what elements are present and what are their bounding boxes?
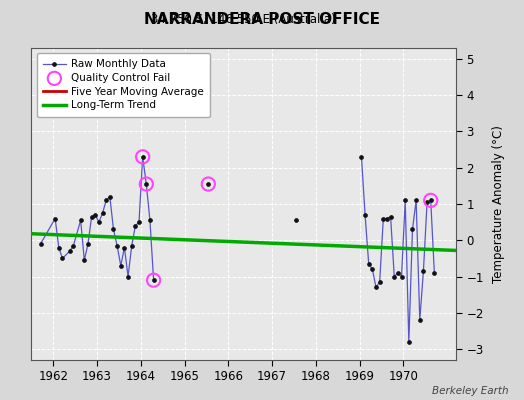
Raw Monthly Data — [92, 212, 99, 217]
Raw Monthly Data — [150, 278, 157, 282]
Raw Monthly Data — [85, 242, 91, 246]
Raw Monthly Data — [125, 274, 131, 279]
Raw Monthly Data — [132, 223, 138, 228]
Raw Monthly Data — [37, 242, 43, 246]
Raw Monthly Data — [147, 218, 153, 223]
Raw Monthly Data — [128, 243, 135, 248]
Raw Monthly Data — [100, 211, 106, 216]
Quality Control Fail — [427, 197, 435, 204]
Raw Monthly Data — [89, 214, 95, 219]
Raw Monthly Data — [107, 194, 113, 199]
Raw Monthly Data — [136, 220, 142, 224]
Quality Control Fail — [142, 181, 150, 187]
Raw Monthly Data — [121, 245, 127, 250]
Y-axis label: Temperature Anomaly (°C): Temperature Anomaly (°C) — [492, 125, 505, 283]
Raw Monthly Data — [56, 245, 62, 250]
Raw Monthly Data — [143, 182, 149, 186]
Raw Monthly Data — [139, 154, 146, 159]
Raw Monthly Data — [52, 216, 58, 221]
Quality Control Fail — [138, 154, 147, 160]
Raw Monthly Data — [78, 218, 84, 223]
Raw Monthly Data — [81, 258, 88, 263]
Legend: Raw Monthly Data, Quality Control Fail, Five Year Moving Average, Long-Term Tren: Raw Monthly Data, Quality Control Fail, … — [37, 53, 210, 117]
Raw Monthly Data — [114, 243, 121, 248]
Line: Raw Monthly Data: Raw Monthly Data — [39, 155, 156, 282]
Quality Control Fail — [204, 181, 213, 187]
Raw Monthly Data — [118, 263, 124, 268]
Raw Monthly Data — [70, 243, 77, 248]
Raw Monthly Data — [59, 256, 66, 261]
Raw Monthly Data — [111, 227, 117, 232]
Quality Control Fail — [149, 277, 158, 283]
Raw Monthly Data — [67, 249, 73, 254]
Title: 34.750 S, 146.550 E (Australia): 34.750 S, 146.550 E (Australia) — [151, 13, 336, 26]
Text: NARRANDERA POST OFFICE: NARRANDERA POST OFFICE — [144, 12, 380, 27]
Raw Monthly Data — [96, 220, 102, 224]
Text: Berkeley Earth: Berkeley Earth — [432, 386, 508, 396]
Raw Monthly Data — [103, 198, 110, 203]
